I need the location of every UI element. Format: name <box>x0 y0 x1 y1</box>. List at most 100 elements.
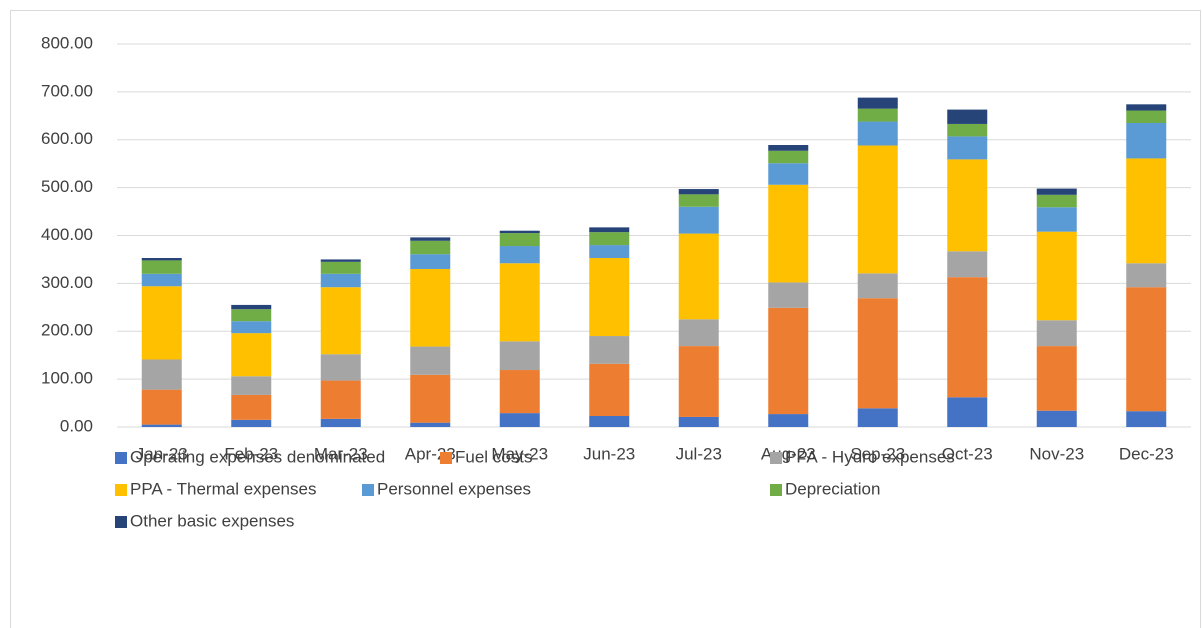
legend-swatch <box>115 452 127 464</box>
bar-segment <box>857 97 898 109</box>
x-tick-label: Jul-23 <box>676 444 722 463</box>
bar-segment <box>499 263 540 342</box>
bar-segment <box>141 273 182 287</box>
bar-segment <box>947 397 988 427</box>
bar-segment <box>1126 122 1167 159</box>
bar-segment <box>678 319 719 347</box>
bar-segment <box>857 273 898 299</box>
bar-segment <box>141 286 182 360</box>
legend-swatch <box>440 452 452 464</box>
chart-border <box>10 10 1201 628</box>
legend-label: Operating expenses denominated <box>130 447 385 466</box>
bar-segment <box>1126 263 1167 288</box>
bar-segment <box>410 374 451 423</box>
bar-segment <box>141 424 182 427</box>
legend-swatch <box>770 452 782 464</box>
bar-segment <box>857 408 898 427</box>
x-tick-label: Nov-23 <box>1029 444 1084 463</box>
bar-segment <box>1126 110 1167 123</box>
bar-segment <box>231 309 272 322</box>
bar-segment <box>589 415 630 427</box>
x-tick-label: Mar-23 <box>314 444 368 463</box>
bar-segment <box>768 282 809 308</box>
bar-segment <box>499 413 540 427</box>
bar-segment <box>231 304 272 310</box>
bar-segment <box>768 145 809 151</box>
legend-swatch <box>362 484 374 496</box>
bar-segment <box>589 227 630 233</box>
bar-segment <box>678 233 719 320</box>
bar-segment <box>947 109 988 124</box>
bar-segment <box>499 370 540 414</box>
y-tick-label: 600.00 <box>41 129 93 148</box>
bar-segment <box>678 189 719 195</box>
y-tick-label: 400.00 <box>41 225 93 244</box>
legend-label: Fuel costs <box>455 447 532 466</box>
x-tick-label: Oct-23 <box>942 444 993 463</box>
x-tick-label: Jun-23 <box>583 444 635 463</box>
bar-segment <box>499 246 540 264</box>
bar-segment <box>1036 194 1077 208</box>
legend-label: Other basic expenses <box>130 511 294 530</box>
bar-segment <box>1126 287 1167 412</box>
bar-segment <box>499 341 540 371</box>
legend-swatch <box>115 516 127 528</box>
x-tick-label: May-23 <box>491 444 548 463</box>
y-tick-label: 0.00 <box>60 416 93 435</box>
y-tick-label: 300.00 <box>41 273 93 292</box>
bar-segment <box>768 414 809 427</box>
bar-segment <box>410 422 451 427</box>
bar-segment <box>768 163 809 185</box>
bar-segment <box>589 363 630 416</box>
bar-segment <box>499 233 540 247</box>
legend-swatch <box>115 484 127 496</box>
bar-segment <box>1036 410 1077 427</box>
bar-segment <box>768 150 809 164</box>
bar-segment <box>410 254 451 270</box>
bar-segment <box>320 380 361 419</box>
y-tick-label: 100.00 <box>41 369 93 388</box>
bar-segment <box>1126 104 1167 111</box>
bar-segment <box>231 376 272 395</box>
bar-segment <box>589 232 630 246</box>
bar-segment <box>947 123 988 137</box>
bar-segment <box>589 336 630 364</box>
bar-segment <box>141 260 182 274</box>
bar-segment <box>857 145 898 274</box>
bar-segment <box>320 259 361 262</box>
bar-segment <box>231 321 272 334</box>
y-tick-label: 500.00 <box>41 177 93 196</box>
bar-segment <box>768 184 809 283</box>
y-tick-label: 800.00 <box>41 33 93 52</box>
bar-segment <box>410 346 451 375</box>
bar-segment <box>320 418 361 427</box>
x-tick-label: Jan-23 <box>136 444 188 463</box>
bar-segment <box>231 419 272 427</box>
legend-label: Personnel expenses <box>377 479 531 498</box>
bar-segment <box>499 230 540 234</box>
bar-segment <box>410 237 451 241</box>
y-tick-label: 200.00 <box>41 321 93 340</box>
bar-segment <box>1036 346 1077 411</box>
bar-segment <box>141 389 182 425</box>
bar-segment <box>231 394 272 420</box>
bar-segment <box>857 298 898 409</box>
bar-segment <box>857 108 898 122</box>
bar-segment <box>320 287 361 355</box>
x-tick-label: Sep-23 <box>850 444 905 463</box>
bar-segment <box>320 354 361 381</box>
bar-segment <box>320 261 361 274</box>
x-tick-label: Feb-23 <box>224 444 278 463</box>
legend-swatch <box>770 484 782 496</box>
bar-segment <box>678 416 719 427</box>
x-tick-label: Dec-23 <box>1119 444 1174 463</box>
bar-segment <box>947 277 988 398</box>
bar-segment <box>589 245 630 259</box>
bar-segment <box>410 269 451 347</box>
bar-segment <box>678 346 719 417</box>
bar-segment <box>768 307 809 415</box>
bar-segment <box>1036 207 1077 232</box>
bar-segment <box>141 359 182 390</box>
